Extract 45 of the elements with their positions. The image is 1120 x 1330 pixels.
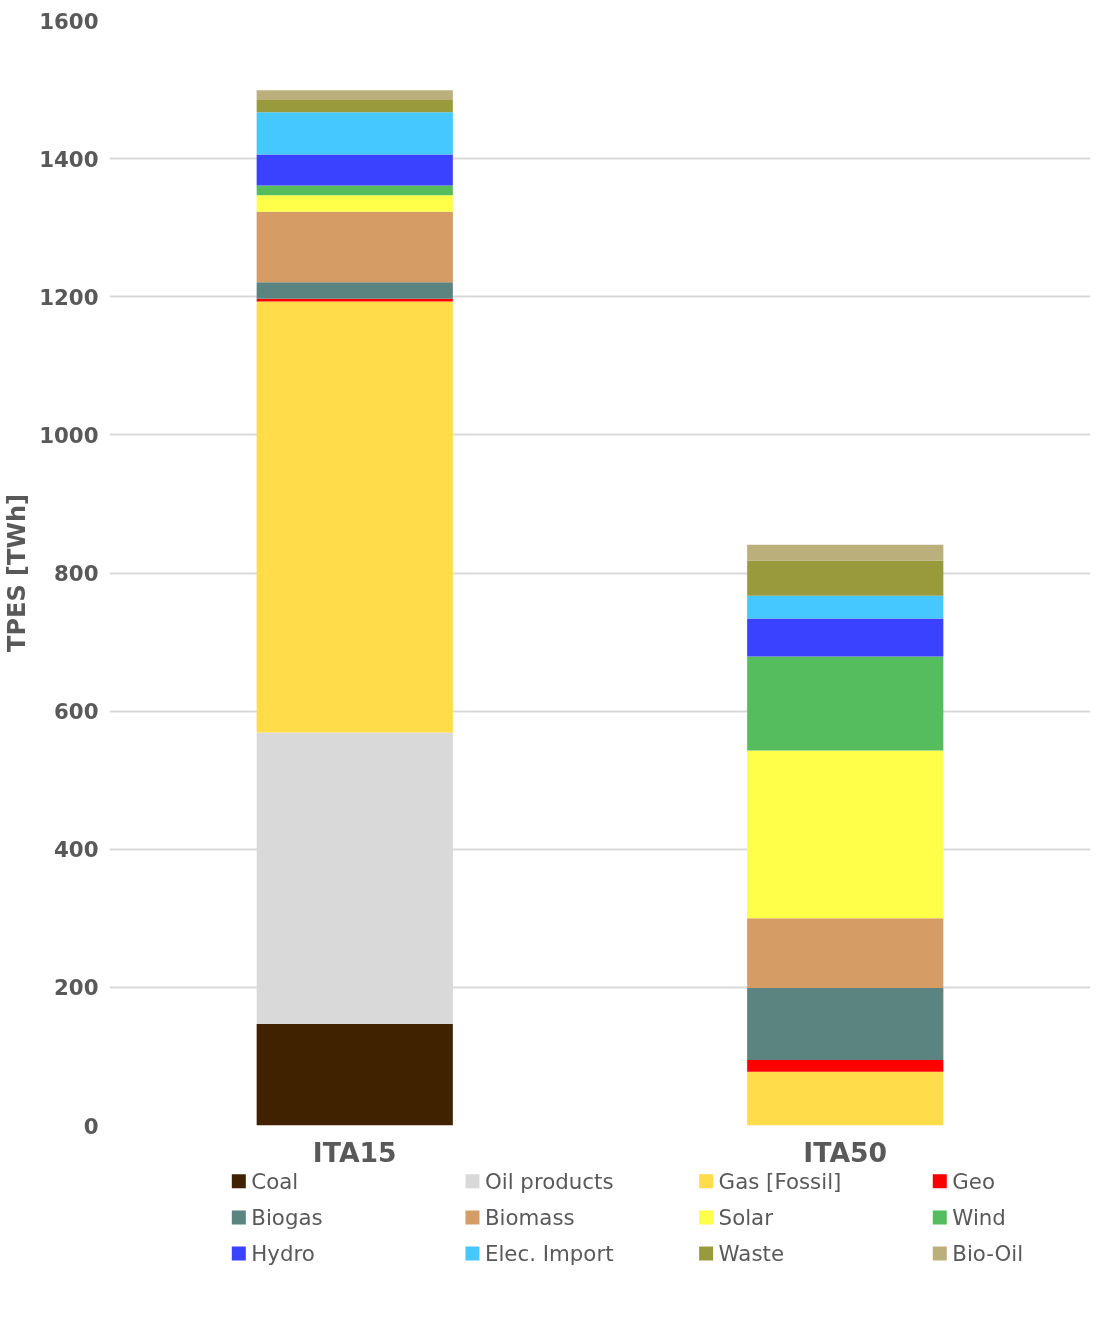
- legend-label: Bio-Oil: [952, 1241, 1024, 1267]
- bar: [256, 99, 453, 113]
- y-tick-label: 400: [53, 837, 99, 863]
- bar: [256, 195, 453, 212]
- legend-label: Coal: [251, 1168, 299, 1194]
- legend-label: Oil products: [484, 1168, 614, 1194]
- x-tick-label: ITA15: [312, 1136, 397, 1168]
- bar: [256, 1023, 453, 1126]
- y-tick-label: 1600: [39, 8, 99, 34]
- legend-label: Waste: [718, 1241, 784, 1267]
- bar: [256, 154, 453, 186]
- x-tick-label: ITA50: [803, 1136, 888, 1168]
- bar: [747, 560, 944, 596]
- bar: [256, 185, 453, 196]
- bar: [747, 595, 944, 619]
- y-tick-label: 800: [53, 561, 99, 586]
- y-tick-label: 0: [83, 1113, 99, 1139]
- y-tick-label: 1200: [39, 284, 99, 310]
- bar: [256, 301, 453, 733]
- y-tick-label: 1000: [39, 422, 99, 448]
- bar: [256, 90, 453, 100]
- y-tick-label: 200: [53, 975, 99, 1001]
- legend-label: Gas [Fossil]: [718, 1168, 842, 1194]
- y-tick-label: 1400: [39, 146, 99, 172]
- bar: [747, 544, 944, 561]
- bar: [747, 618, 944, 657]
- bar: [747, 750, 944, 919]
- bar: [747, 1059, 944, 1072]
- bar: [747, 918, 944, 989]
- bar: [747, 1071, 944, 1126]
- legend-label: Solar: [718, 1204, 774, 1230]
- bar: [256, 211, 453, 283]
- bar: [256, 298, 453, 302]
- legend-label: Elec. Import: [484, 1241, 614, 1267]
- bar: [747, 988, 944, 1060]
- y-tick-label: 600: [53, 699, 99, 725]
- bar: [256, 282, 453, 299]
- legend-label: Geo: [952, 1168, 995, 1194]
- bar: [256, 112, 453, 155]
- legend-label: Biomass: [484, 1204, 575, 1230]
- legend-label: Biogas: [251, 1204, 323, 1230]
- legend-label: Wind: [952, 1204, 1006, 1230]
- legend-label: Hydro: [251, 1241, 315, 1267]
- bar: [747, 656, 944, 751]
- y-axis-title: TPES [TWh]: [3, 494, 32, 652]
